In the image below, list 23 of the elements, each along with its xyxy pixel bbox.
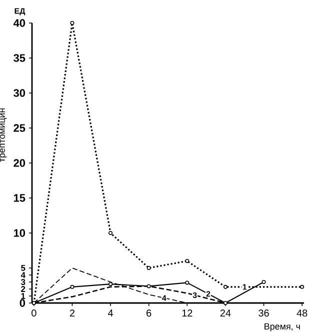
y-tick-label: 35 (14, 54, 26, 62)
x-axis-title: Время, ч (264, 323, 300, 332)
y-tick-label: 40 (13, 19, 26, 27)
x-tick-label: 12 (182, 310, 192, 316)
x-tick-label: 2 (70, 310, 74, 316)
y-tick-label: 0 (20, 299, 26, 307)
x-tick-label: 24 (220, 310, 231, 316)
y-tick-label: 2 (21, 286, 26, 292)
y-tick-label: 20 (14, 159, 26, 167)
x-tick-label: 4 (108, 310, 114, 316)
y-axis-title: трептомицин (0, 108, 7, 162)
x-tick-label: 0 (32, 310, 36, 317)
y-tick-label: 30 (14, 89, 26, 97)
y-tick-label: 15 (14, 194, 26, 202)
y-tick-label: 5 (21, 265, 26, 271)
x-tick-label: 6 (146, 310, 152, 317)
x-tick-label: 36 (258, 310, 269, 317)
y-tick-label: 10 (14, 229, 26, 237)
y-tick-label: 1 (21, 293, 26, 299)
x-tick-label: 48 (296, 310, 308, 317)
y-tick-label: 25 (14, 124, 26, 132)
y-tick-label: 3 (20, 279, 26, 286)
y-tick-label: 4 (20, 272, 26, 278)
